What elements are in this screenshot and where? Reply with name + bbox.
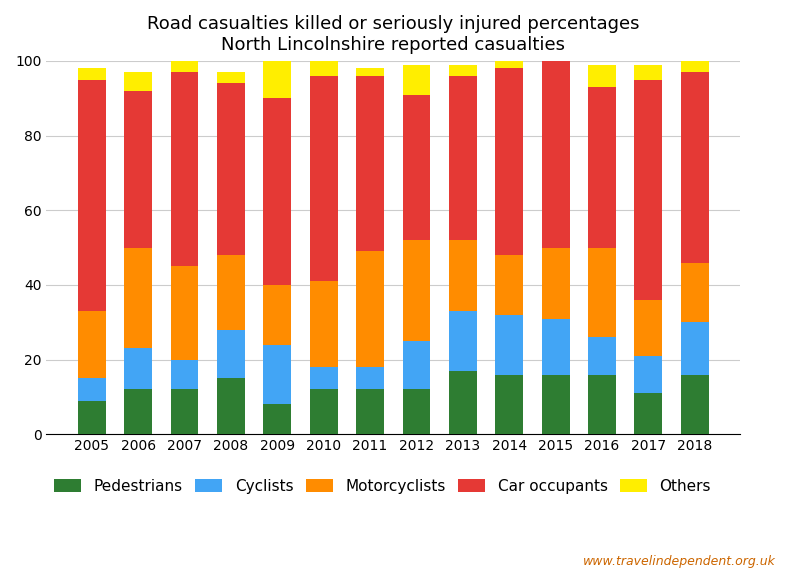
Bar [495,255,523,315]
Bar [78,378,106,401]
Bar [78,401,106,434]
Bar [170,61,198,72]
Bar [542,57,570,248]
Bar [495,315,523,375]
Bar [356,76,384,251]
Bar [402,240,430,341]
Bar [124,72,152,91]
Bar [681,322,709,375]
Legend: Pedestrians, Cyclists, Motorcyclists, Car occupants, Others: Pedestrians, Cyclists, Motorcyclists, Ca… [54,478,711,494]
Bar [124,248,152,349]
Bar [170,72,198,266]
Bar [634,356,662,393]
Bar [681,61,709,72]
Bar [449,76,477,240]
Bar [217,72,245,84]
Bar [681,72,709,263]
Bar [449,240,477,311]
Bar [310,281,338,367]
Bar [634,79,662,300]
Bar [542,248,570,318]
Bar [170,360,198,389]
Bar [402,341,430,389]
Bar [402,389,430,434]
Bar [449,64,477,76]
Bar [588,248,616,337]
Bar [681,375,709,434]
Bar [170,389,198,434]
Bar [356,68,384,76]
Bar [402,64,430,95]
Bar [78,311,106,378]
Bar [356,367,384,389]
Bar [588,337,616,375]
Bar [542,318,570,375]
Bar [588,87,616,248]
Bar [78,79,106,311]
Bar [217,255,245,329]
Bar [310,61,338,76]
Bar [217,378,245,434]
Bar [310,389,338,434]
Bar [263,404,291,434]
Bar [449,371,477,434]
Bar [588,64,616,87]
Bar [449,311,477,371]
Bar [170,266,198,360]
Bar [356,389,384,434]
Bar [124,389,152,434]
Bar [263,345,291,404]
Bar [634,300,662,356]
Bar [217,84,245,255]
Bar [542,375,570,434]
Bar [356,251,384,367]
Bar [634,393,662,434]
Bar [217,329,245,378]
Bar [310,367,338,389]
Bar [263,61,291,98]
Bar [495,31,523,68]
Bar [124,91,152,248]
Title: Road casualties killed or seriously injured percentages
North Lincolnshire repor: Road casualties killed or seriously inju… [147,15,639,54]
Text: www.travelindependent.org.uk: www.travelindependent.org.uk [583,556,776,568]
Bar [495,375,523,434]
Bar [495,68,523,255]
Bar [124,349,152,389]
Bar [681,263,709,322]
Bar [588,375,616,434]
Bar [402,95,430,240]
Bar [634,64,662,79]
Bar [310,76,338,281]
Bar [78,68,106,79]
Bar [263,98,291,285]
Bar [263,285,291,345]
Bar [542,27,570,57]
